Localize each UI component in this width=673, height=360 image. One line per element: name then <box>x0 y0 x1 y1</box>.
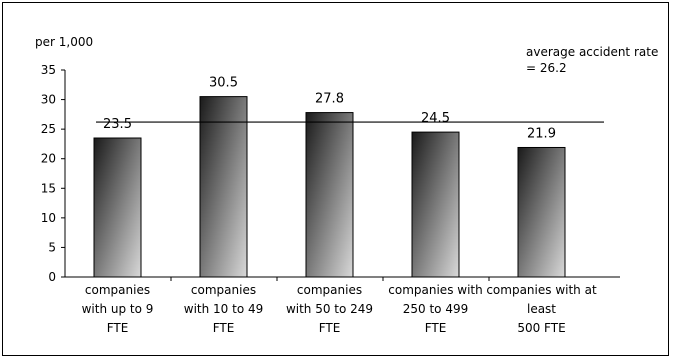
bar <box>305 112 354 278</box>
bar <box>93 137 142 278</box>
y-tick-label: 0 <box>48 270 56 284</box>
y-tick-label: 10 <box>41 211 56 225</box>
axes: 0 5 10 15 20 25 30 35 <box>41 63 620 284</box>
category-label: FTE <box>425 321 447 335</box>
bar <box>517 146 566 278</box>
category-label: FTE <box>107 321 129 335</box>
category-label: FTE <box>319 321 341 335</box>
y-tick-label: 25 <box>41 122 56 136</box>
category-labels: companies with up to 9 FTE companies with 10… <box>82 283 597 335</box>
y-tick-label: 5 <box>48 240 56 254</box>
y-tick-label: 15 <box>41 181 56 195</box>
bars <box>93 96 566 278</box>
y-tick-label: 35 <box>41 63 56 77</box>
y-tick-label: 20 <box>41 152 56 166</box>
average-reference: average accident rate = 26.2 <box>96 45 658 123</box>
bar-value-label: 30.5 <box>209 76 238 91</box>
category-label: companies with at <box>486 283 597 297</box>
category-label: with 10 to 49 <box>184 302 264 316</box>
category-label: with 50 to 249 <box>286 302 373 316</box>
value-labels: 23.5 30.5 27.8 24.5 21.9 <box>103 76 556 142</box>
y-axis-unit-label: per 1,000 <box>35 35 93 49</box>
category-label: companies <box>297 283 362 297</box>
bar-value-label: 24.5 <box>421 111 450 126</box>
bar-value-label: 21.9 <box>527 126 556 141</box>
bar <box>199 96 248 278</box>
bar-value-label: 27.8 <box>315 92 344 107</box>
category-label: least <box>527 302 556 316</box>
category-label: companies <box>85 283 150 297</box>
category-label: companies <box>191 283 256 297</box>
category-label: with up to 9 <box>82 302 154 316</box>
y-tick-label: 30 <box>41 93 56 107</box>
category-label: FTE <box>213 321 235 335</box>
bar <box>411 131 460 278</box>
category-label: 250 to 499 <box>403 302 468 316</box>
average-annotation: average accident rate <box>526 45 658 59</box>
bar-value-label: 23.5 <box>103 117 132 132</box>
average-annotation: = 26.2 <box>526 61 567 75</box>
category-label: companies with <box>388 283 482 297</box>
category-label: 500 FTE <box>517 321 565 335</box>
